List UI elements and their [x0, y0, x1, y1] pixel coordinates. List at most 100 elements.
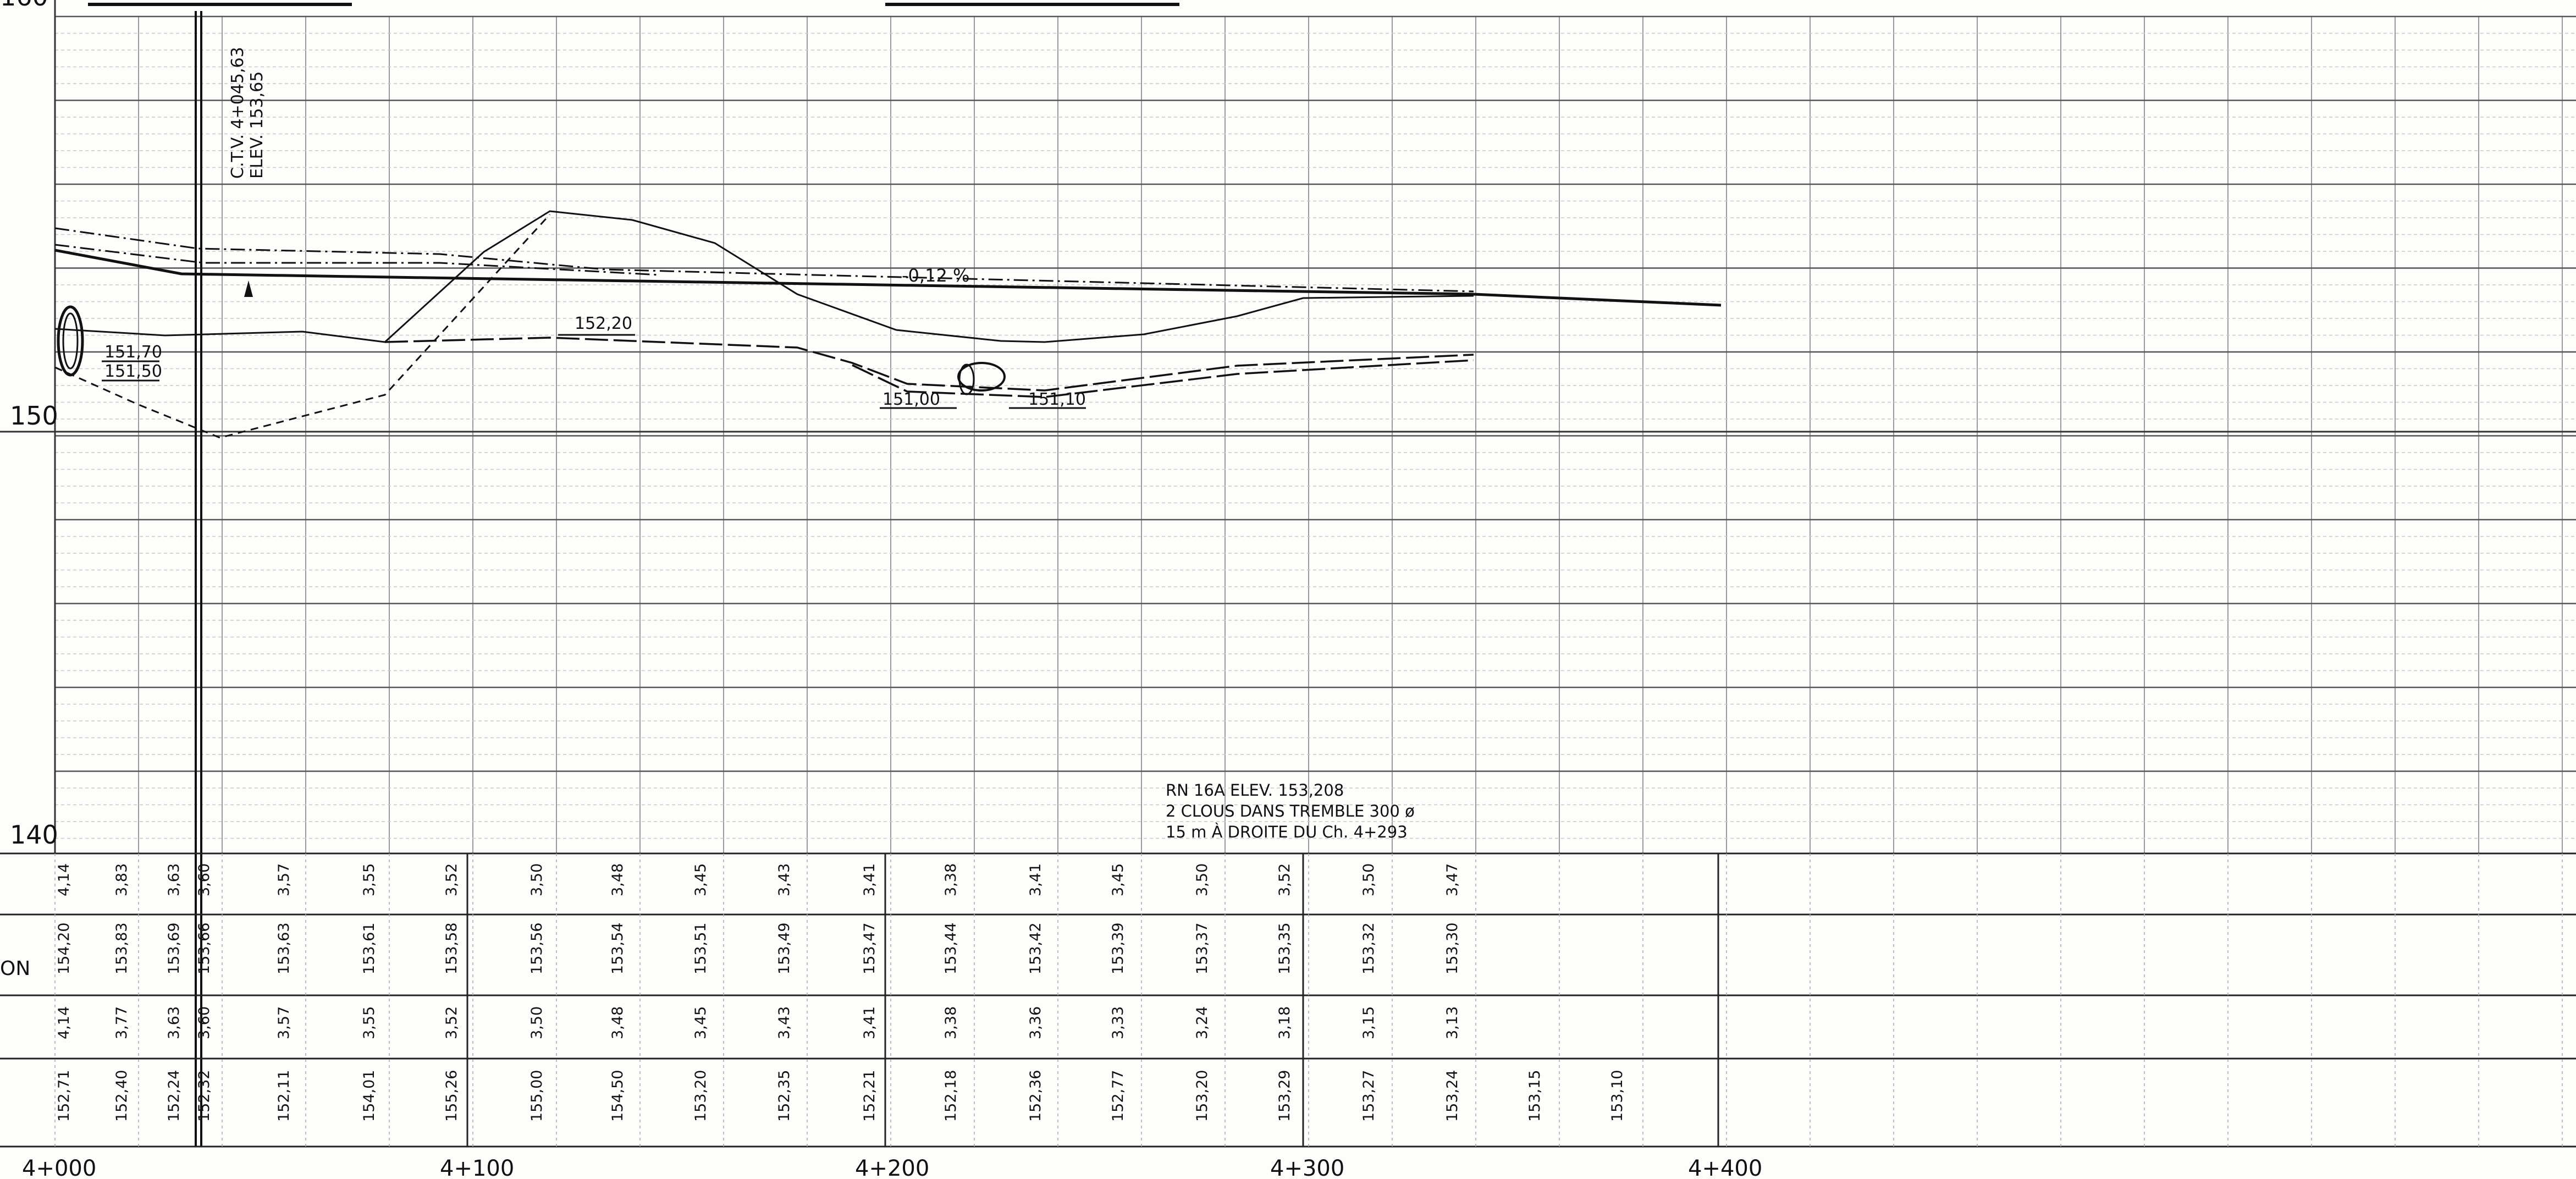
table-cell-row4: 153,29: [1276, 1070, 1293, 1122]
table-cell-row1: 4,14: [56, 863, 73, 896]
elev-label-151-10: 151,10: [1028, 390, 1086, 409]
data-table-values: 4,14 3,83 3,63 3,60 3,57 3,55 3,52 3,50 3,48 3,45…: [56, 863, 1626, 1122]
culvert-pipe-left: [57, 305, 84, 377]
benchmark-line-3: 15 m À DROITE DU Ch. 4+293: [1166, 823, 1408, 841]
table-cell-row2: 153,42: [1027, 923, 1044, 974]
y-label-160: 160: [0, 0, 48, 12]
ditch-line-lower: [852, 359, 1474, 398]
table-cell-row2: 153,51: [692, 923, 709, 974]
grade-label: -0,12 %: [902, 265, 969, 286]
y-label-140: 140: [10, 820, 58, 850]
table-cell-row1: 3,57: [275, 863, 293, 896]
table-cell-row1: 3,55: [361, 863, 378, 896]
table-cell-row4: 153,27: [1360, 1070, 1377, 1122]
table-cell-row2: 153,37: [1194, 923, 1211, 974]
table-cell-row1: 3,45: [1110, 863, 1127, 896]
table-cell-row3: 3,41: [861, 1006, 878, 1039]
table-cell-row3: 3,13: [1444, 1006, 1461, 1039]
table-cell-row3: 3,38: [942, 1006, 959, 1039]
table-cell-row1: 3,50: [528, 863, 545, 896]
x-label-4100: 4+100: [440, 1156, 514, 1179]
table-cell-row3: 3,15: [1360, 1006, 1377, 1039]
centerline-dash-dot: [54, 227, 1474, 293]
x-label-4200: 4+200: [855, 1156, 929, 1179]
y-label-150: 150: [10, 401, 58, 431]
table-cell-row4: 152,24: [166, 1070, 183, 1122]
table-cell-row3: 3,43: [776, 1006, 793, 1039]
table-cell-row3: 3,45: [692, 1006, 709, 1039]
proposed-grade-line: [54, 249, 1722, 307]
x-label-4400: 4+400: [1688, 1156, 1762, 1179]
table-cell-row2: 153,61: [361, 923, 378, 974]
table-cell-row1: 3,47: [1444, 863, 1461, 896]
table-cell-row3: 3,77: [113, 1006, 130, 1039]
table-cell-row2: 153,30: [1444, 923, 1461, 974]
table-cell-row2: 153,58: [443, 923, 460, 974]
table-cell-row1: 3,45: [692, 863, 709, 896]
table-cell-row1: 3,52: [443, 863, 460, 896]
table-cell-row2: 153,49: [776, 923, 793, 974]
edge-dash-dot: [54, 244, 660, 276]
table-cell-row3: 3,52: [443, 1006, 460, 1039]
table-cell-row4: 152,71: [56, 1070, 73, 1122]
grid: [0, 0, 2576, 1147]
ground-profile-solid: [54, 210, 1474, 343]
table-cell-row2: 153,32: [1360, 923, 1377, 974]
table-cell-row4: 152,11: [275, 1070, 293, 1122]
table-cell-row2: 153,54: [609, 923, 626, 974]
table-cell-row4: 153,10: [1609, 1070, 1626, 1122]
ground-profile-short-dash: [54, 213, 551, 439]
culvert-pipe-left-inner: [62, 312, 79, 370]
table-cell-row2: 153,56: [528, 923, 545, 974]
table-cell-row4: 152,18: [942, 1070, 959, 1122]
benchmark-line-1: RN 16A ELEV. 153,208: [1166, 781, 1344, 800]
ctv-chainage-label: C.T.V. 4+045,63: [228, 47, 247, 179]
table-cell-row1: 3,63: [166, 863, 183, 896]
table-cell-row4: 152,77: [1110, 1070, 1127, 1122]
table-cell-row4: 152,32: [196, 1070, 213, 1122]
culvert-pipe-right: [957, 362, 1006, 392]
table-cell-row3: 3,55: [361, 1006, 378, 1039]
intersection-arrow-marker: [244, 280, 253, 297]
table-cell-row2: 153,39: [1110, 923, 1127, 974]
table-cell-row2: 153,44: [942, 923, 959, 974]
table-cell-row3: 4,14: [56, 1006, 73, 1039]
table-cell-row4: 155,00: [528, 1070, 545, 1122]
table-cell-row1: 3,41: [861, 863, 878, 896]
profile-curves: [54, 210, 1722, 439]
table-cell-row3: 3,57: [275, 1006, 293, 1039]
table-cell-row1: 3,83: [113, 863, 130, 896]
elev-label-152-20: 152,20: [575, 314, 632, 333]
table-cell-row1: 3,43: [776, 863, 793, 896]
elev-label-151-50: 151,50: [104, 362, 162, 381]
ctv-elevation-label: ELEV. 153,65: [247, 71, 267, 179]
table-cell-row4: 152,36: [1027, 1070, 1044, 1122]
table-cell-row3: 3,48: [609, 1006, 626, 1039]
table-cell-row4: 152,21: [861, 1070, 878, 1122]
table-cell-row3: 3,50: [528, 1006, 545, 1039]
ditch-line-upper: [384, 337, 1474, 392]
table-cell-row1: 3,50: [1194, 863, 1211, 896]
table-cell-row3: 3,18: [1276, 1006, 1293, 1039]
table-cell-row1: 3,50: [1360, 863, 1377, 896]
table-cell-row3: 3,60: [196, 1006, 213, 1039]
table-cell-row1: 3,38: [942, 863, 959, 896]
table-cell-row2: 153,63: [275, 923, 293, 974]
row-label-fragment: ON: [0, 957, 30, 980]
table-cell-row1: 3,52: [1276, 863, 1293, 896]
table-cell-row4: 153,20: [692, 1070, 709, 1122]
table-cell-row1: 3,60: [196, 863, 213, 896]
table-cell-row2: 153,69: [166, 923, 183, 974]
benchmark-line-2: 2 CLOUS DANS TREMBLE 300 ø: [1166, 802, 1415, 820]
table-cell-row4: 153,15: [1526, 1070, 1543, 1122]
table-cell-row1: 3,41: [1027, 863, 1044, 896]
table-cell-row3: 3,24: [1194, 1006, 1211, 1039]
table-cell-row2: 153,66: [196, 923, 213, 974]
table-cell-row2: 153,83: [113, 923, 130, 974]
table-frame: [0, 852, 2576, 1148]
table-cell-row4: 152,40: [113, 1070, 130, 1122]
table-cell-row4: 152,35: [776, 1070, 793, 1122]
table-cell-row4: 153,24: [1444, 1070, 1461, 1122]
table-cell-row4: 154,01: [361, 1070, 378, 1122]
